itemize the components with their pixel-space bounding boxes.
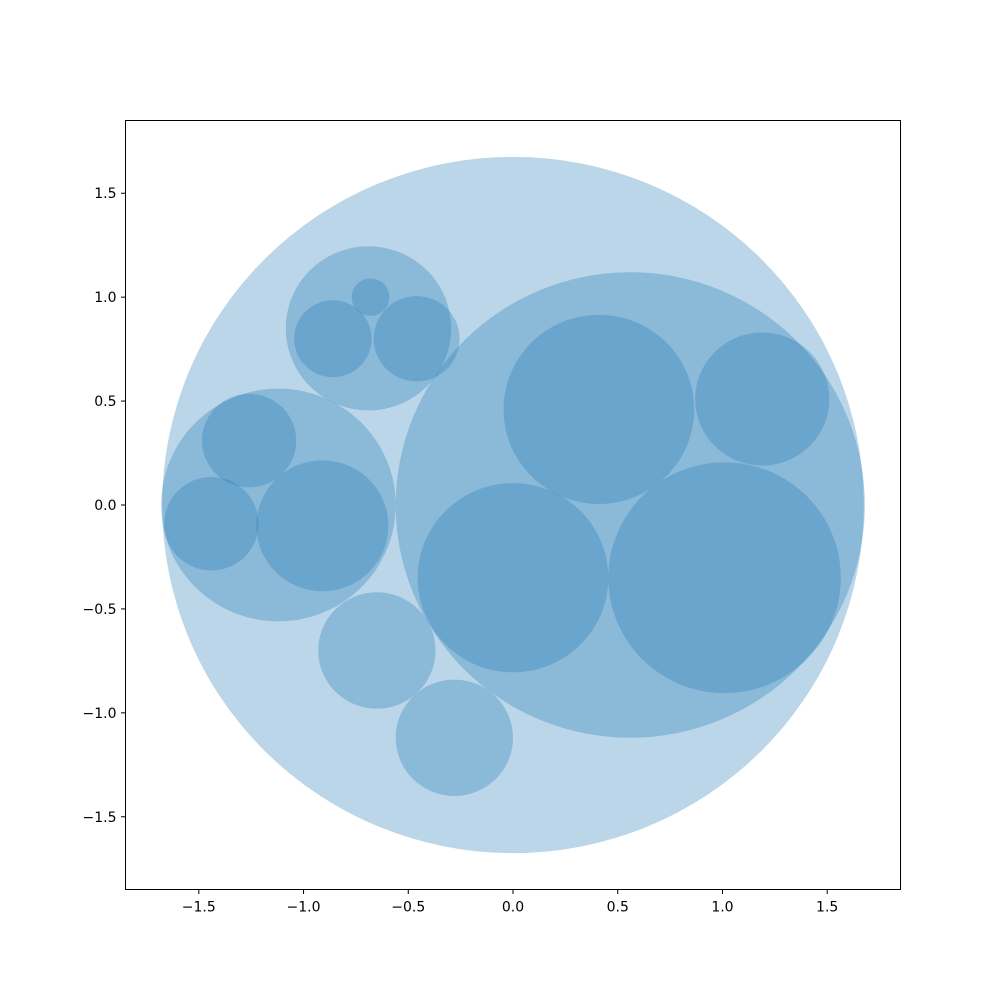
circle-level-2-11 <box>164 476 259 571</box>
circle-level-2-10 <box>201 393 297 488</box>
x-tick-label: 1.5 <box>816 900 838 916</box>
y-tick-label: −1.0 <box>83 706 117 722</box>
y-tick-label: 0.5 <box>94 394 116 410</box>
circle-level-2-6 <box>503 314 695 504</box>
y-tick-label: −0.5 <box>83 602 117 618</box>
x-tick-label: −0.5 <box>391 900 425 916</box>
y-tick-label: 1.0 <box>94 290 116 306</box>
circle-level-2-12 <box>256 460 389 592</box>
x-tick-label: 0.0 <box>502 900 524 916</box>
circle-level-1-3 <box>285 246 452 411</box>
circle-level-2-15 <box>351 278 390 316</box>
x-tick-label: −1.0 <box>287 900 321 916</box>
circle-level-1-1 <box>395 272 865 738</box>
x-tick-label: 1.0 <box>711 900 733 916</box>
circle-level-1-4 <box>318 592 436 709</box>
circle-level-2-8 <box>417 483 609 673</box>
y-tick-label: −1.5 <box>83 810 117 826</box>
x-axis: −1.5 −1.0 −0.5 0.0 0.5 1.0 1.5 <box>182 889 838 916</box>
x-tick-label: −1.5 <box>182 900 216 916</box>
y-tick-label: 1.5 <box>94 186 116 202</box>
circle-level-0-0 <box>162 156 864 854</box>
circle-level-1-2 <box>161 388 396 622</box>
circles-layer <box>161 156 865 854</box>
y-tick-label: 0.0 <box>94 498 116 514</box>
y-axis: −1.5 −1.0 −0.5 0.0 0.5 1.0 1.5 <box>83 186 126 826</box>
circle-level-2-14 <box>373 296 460 382</box>
circle-level-2-13 <box>294 300 372 378</box>
x-tick-label: 0.5 <box>607 900 629 916</box>
circle-level-1-5 <box>395 679 513 796</box>
circle-level-2-7 <box>695 332 830 466</box>
circle-level-2-9 <box>608 462 841 694</box>
